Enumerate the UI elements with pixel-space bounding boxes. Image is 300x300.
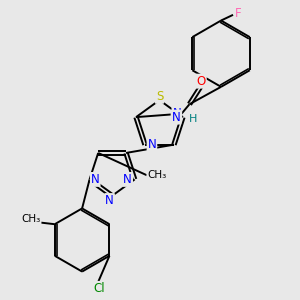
Text: O: O: [196, 75, 206, 88]
Text: S: S: [156, 90, 163, 103]
Text: N: N: [91, 173, 100, 186]
Text: N: N: [172, 111, 180, 124]
Text: H: H: [188, 114, 197, 124]
Text: F: F: [235, 7, 242, 20]
Text: N: N: [105, 194, 114, 207]
Text: CH₃: CH₃: [21, 214, 40, 224]
Text: N: N: [148, 138, 156, 151]
Text: CH₃: CH₃: [147, 170, 167, 180]
Text: N: N: [123, 173, 132, 186]
Text: Cl: Cl: [94, 282, 105, 295]
Text: N: N: [172, 107, 181, 120]
